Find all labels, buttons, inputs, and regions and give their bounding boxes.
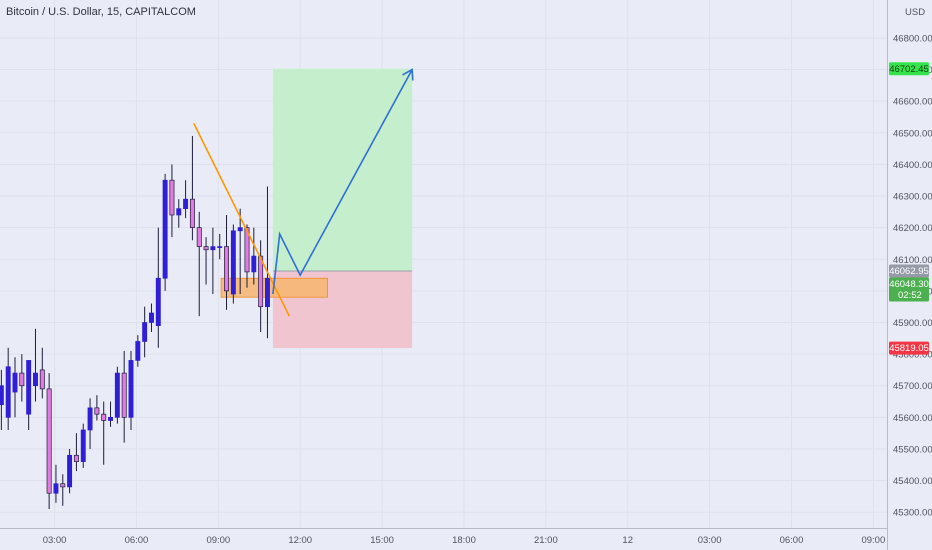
time-tick-label: 12 (622, 535, 633, 546)
time-tick-label: 06:00 (125, 535, 149, 546)
time-tick-label: 18:00 (452, 535, 476, 546)
candle-bearish (258, 255, 264, 308)
candle-bearish (196, 227, 202, 247)
price-tag-label: 46048.30 (889, 279, 929, 290)
candle-bullish (217, 246, 223, 248)
candle-bullish (210, 246, 216, 251)
candle-bullish (264, 277, 270, 308)
candle-bullish (67, 454, 73, 488)
candle-bullish (114, 372, 120, 418)
price-tick-label: 46800.00 (893, 33, 932, 44)
candle-bullish (87, 407, 93, 431)
candle-bullish (53, 483, 59, 494)
time-tick-label: 12:00 (288, 535, 312, 546)
price-tick-label: 46200.00 (893, 223, 932, 234)
candle-bearish (101, 413, 107, 421)
price-tick-label: 46400.00 (893, 160, 932, 171)
time-tick-label: 21:00 (534, 535, 558, 546)
candle-bullish (183, 198, 189, 210)
price-tag-label: 46062.95 (889, 266, 929, 277)
symbol-title[interactable]: Bitcoin / U.S. Dollar, 15, CAPITALCOM (6, 6, 196, 18)
price-tick-label: 46300.00 (893, 192, 932, 203)
arrow-head-icon (402, 68, 414, 81)
time-tick-label: 09:00 (206, 535, 230, 546)
candle-bearish (60, 483, 66, 488)
time-tick-label: 03:00 (698, 535, 722, 546)
plot-area[interactable] (0, 0, 887, 528)
time-tick-label: 09:00 (861, 535, 885, 546)
candle-bullish (135, 341, 141, 361)
candle-bearish (121, 372, 127, 418)
time-tick-label: 15:00 (370, 535, 394, 546)
price-tick-label: 46600.00 (893, 97, 932, 108)
candle-bullish (142, 322, 148, 342)
candle-bearish (73, 454, 79, 462)
price-tick-label: 46500.00 (893, 128, 932, 139)
price-tag-target (889, 62, 929, 76)
target-zone[interactable] (272, 68, 413, 271)
bar-countdown: 02:52 (898, 290, 922, 301)
candle-series (0, 135, 270, 510)
candle-bearish (46, 388, 52, 494)
candle-bullish (155, 277, 161, 327)
projection-path[interactable] (272, 69, 413, 295)
price-tick-label: 45700.00 (893, 381, 932, 392)
candle-bullish (12, 372, 18, 393)
price-tag-last (889, 277, 929, 302)
price-tick-label: 45300.00 (893, 508, 932, 519)
time-tick-label: 03:00 (43, 535, 67, 546)
candle-bearish (189, 198, 195, 228)
candle-bullish (237, 227, 243, 232)
price-tag-entry (889, 264, 929, 278)
price-tag-label: 46702.45 (889, 64, 929, 75)
candle-bullish (251, 255, 257, 273)
candle-bearish (244, 227, 250, 273)
candle-bullish (33, 372, 38, 387)
candle-bullish (5, 366, 11, 418)
candle-bearish (169, 179, 175, 216)
price-tick-label: 45800.00 (893, 350, 932, 361)
candle-bearish (203, 246, 209, 251)
candle-bullish (128, 360, 134, 418)
candle-bearish (19, 372, 25, 387)
price-tick-label: 45400.00 (893, 476, 932, 487)
candle-bullish (149, 312, 154, 323)
candle-bullish (176, 208, 182, 216)
time-tick-label: 06:00 (780, 535, 804, 546)
price-tag-label: 45819.05 (889, 343, 929, 354)
candle-bearish (39, 369, 45, 390)
candle-bullish (230, 230, 236, 295)
candle-bullish (80, 429, 86, 462)
price-tick-label: 45500.00 (893, 444, 932, 455)
candle-bullish (162, 179, 168, 279)
candle-bullish (26, 360, 32, 415)
currency-label[interactable]: USD (905, 7, 925, 18)
price-tick-label: 45600.00 (893, 413, 932, 424)
candle-bullish (0, 385, 4, 406)
price-tag-stop (889, 341, 929, 355)
price-tick-label: 46100.00 (893, 255, 932, 266)
candle-bearish (224, 246, 229, 292)
candle-bullish (108, 416, 113, 421)
candle-bearish (94, 407, 100, 415)
price-tick-label: 45900.00 (893, 318, 932, 329)
